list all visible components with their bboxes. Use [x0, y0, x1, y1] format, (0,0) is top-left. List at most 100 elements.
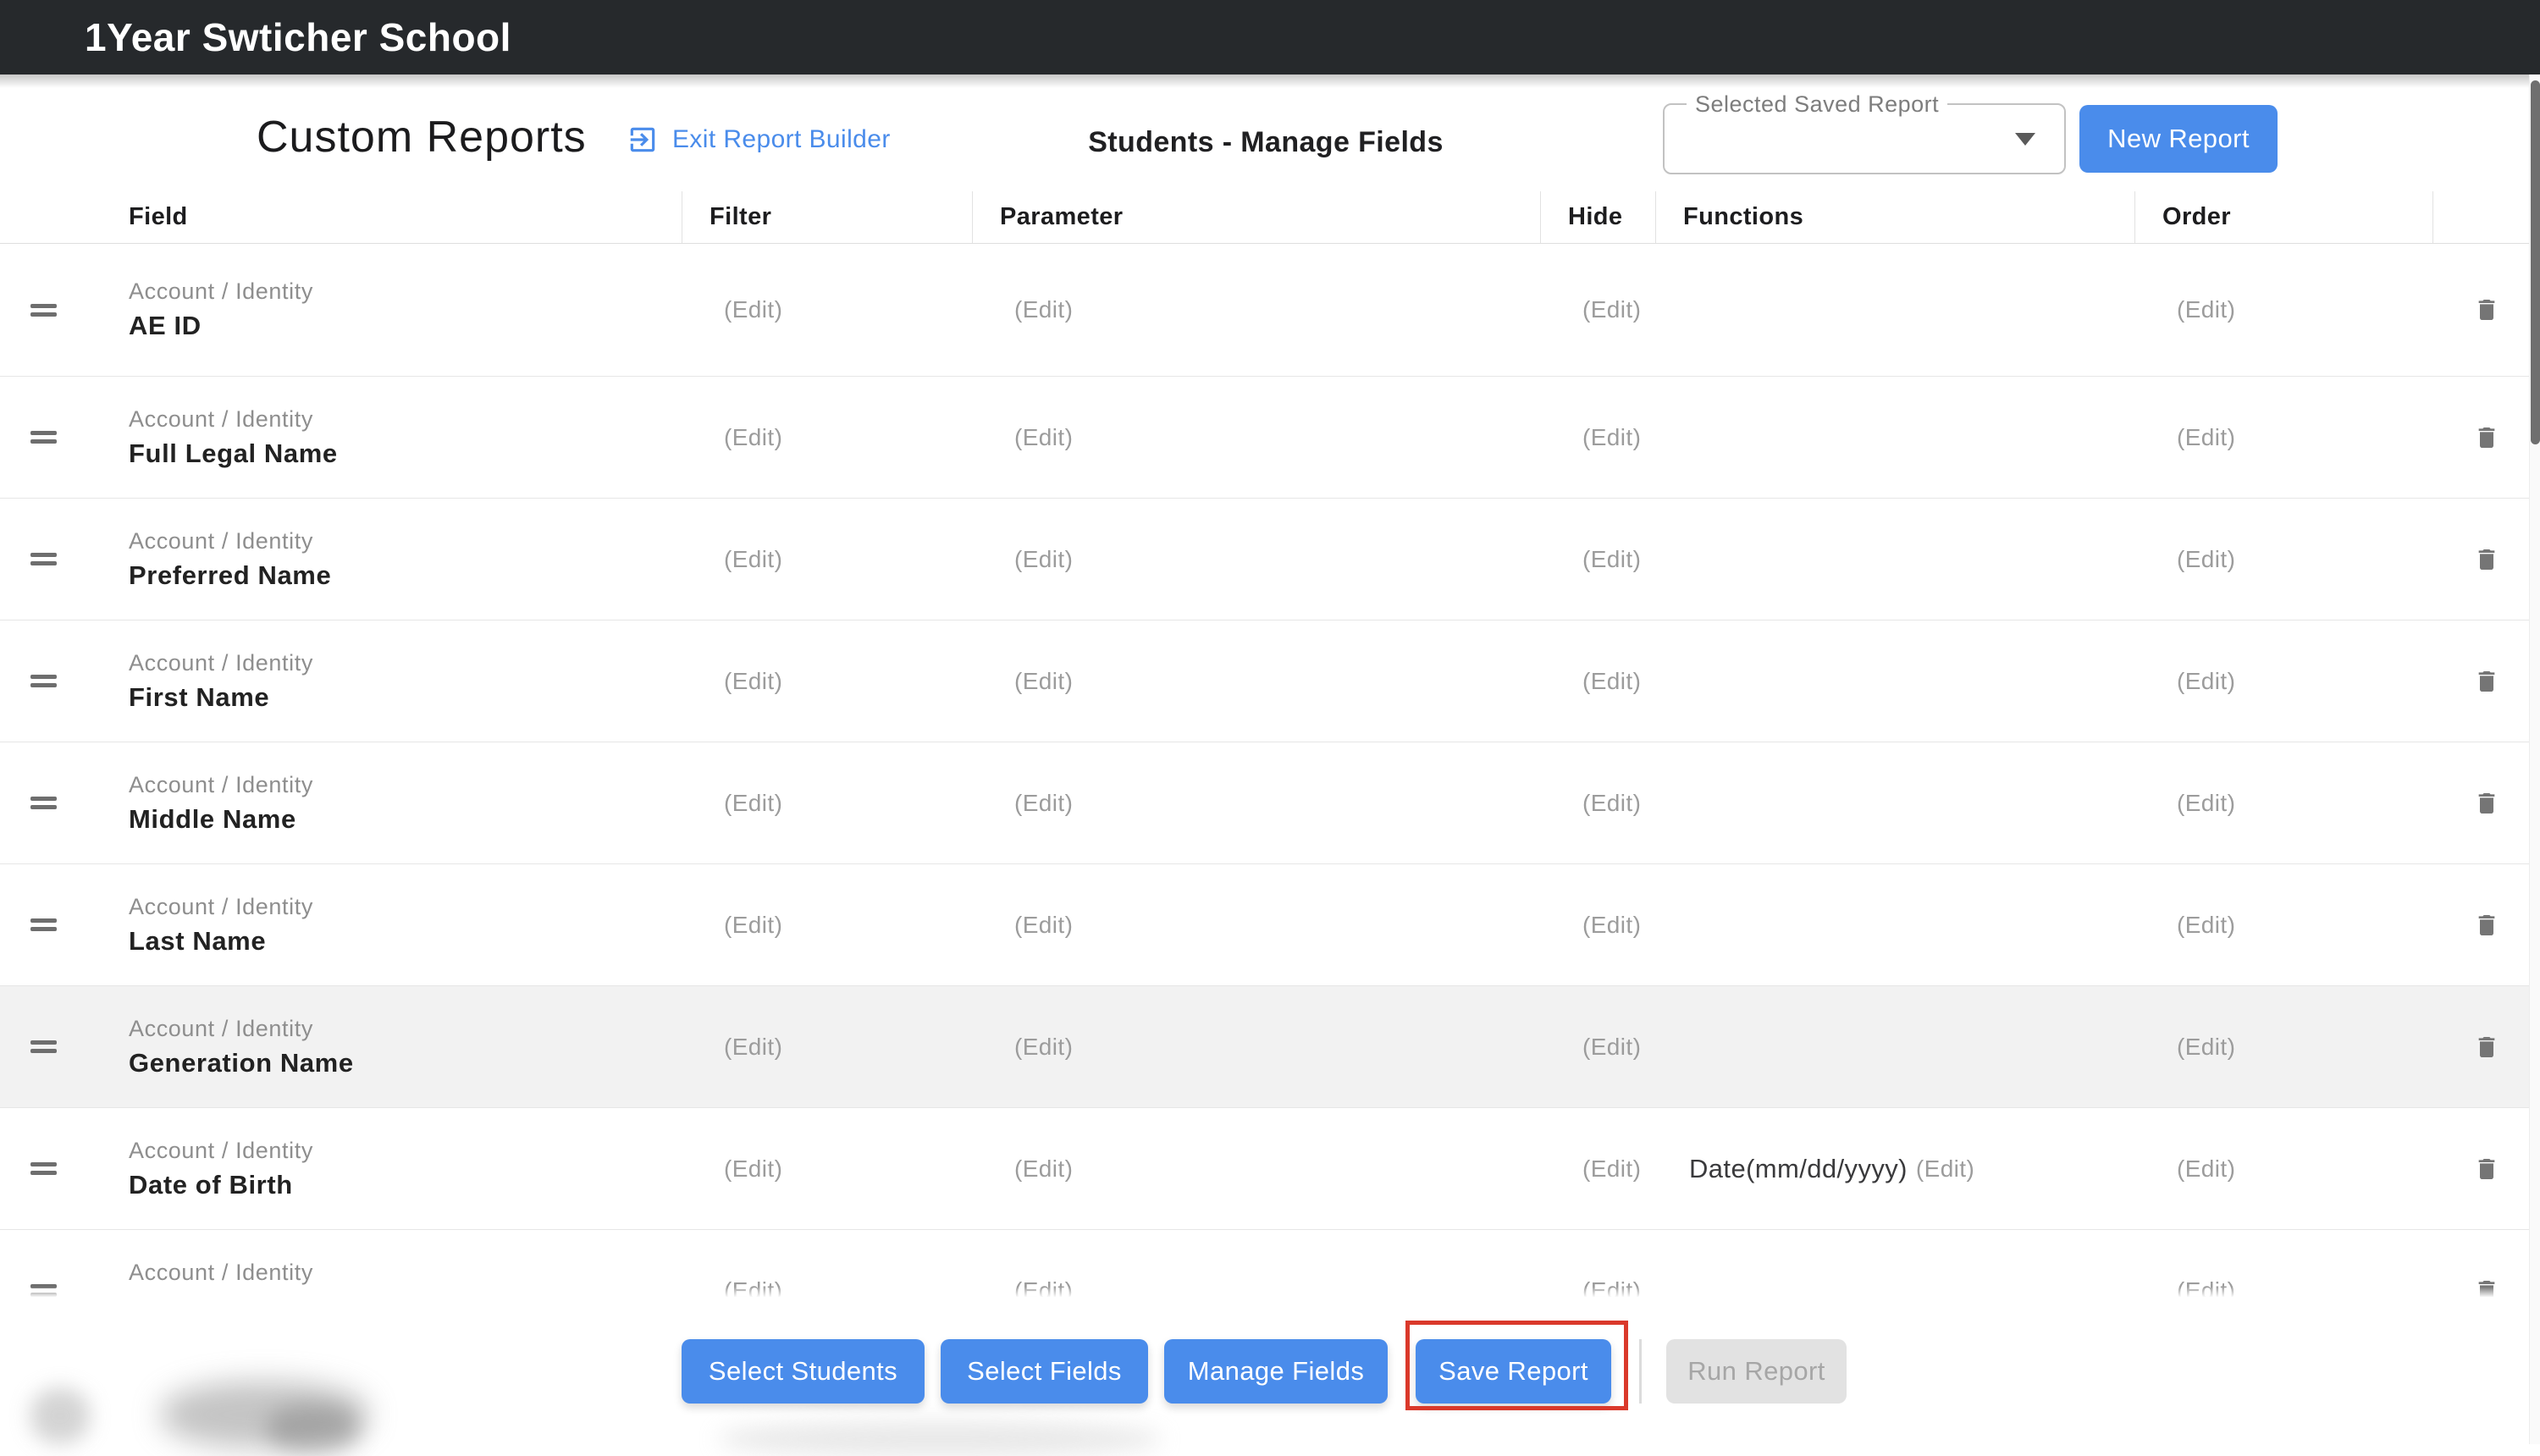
table-row: Account / Identity Generation Name (Edit…: [0, 986, 2540, 1108]
blurred-content: [30, 1388, 90, 1443]
drag-handle[interactable]: [0, 377, 127, 498]
blurred-content: [267, 1405, 360, 1452]
trash-icon: [2478, 670, 2494, 692]
select-fields-button[interactable]: Select Fields: [941, 1339, 1148, 1404]
saved-report-select[interactable]: Selected Saved Report: [1663, 91, 2066, 174]
trash-icon: [2478, 427, 2494, 448]
run-report-button[interactable]: Run Report: [1666, 1339, 1847, 1404]
filter-edit-link[interactable]: (Edit): [724, 423, 783, 450]
functions-cell: (Edit): [1655, 244, 2134, 376]
table-body: Account / Identity AE ID (Edit) (Edit) (…: [0, 244, 2540, 1352]
hide-edit-link[interactable]: (Edit): [1582, 423, 1642, 450]
delete-row-button[interactable]: [2432, 986, 2540, 1107]
parameter-edit-link[interactable]: (Edit): [1014, 667, 1074, 694]
hide-edit-link[interactable]: (Edit): [1582, 296, 1642, 323]
field-name: Preferred Name: [129, 560, 332, 590]
order-edit-link[interactable]: (Edit): [2177, 1155, 2236, 1182]
delete-row-button[interactable]: [2432, 499, 2540, 620]
column-header-spacer: [0, 191, 127, 243]
parameter-edit-link[interactable]: (Edit): [1014, 789, 1074, 816]
delete-row-button[interactable]: [2432, 244, 2540, 376]
hide-edit-link[interactable]: (Edit): [1582, 667, 1642, 694]
order-edit-link[interactable]: (Edit): [2177, 789, 2236, 816]
field-cell: Account / Identity First Name: [127, 620, 682, 742]
filter-edit-link[interactable]: (Edit): [724, 789, 783, 816]
parameter-edit-link[interactable]: (Edit): [1014, 1033, 1074, 1060]
delete-row-button[interactable]: [2432, 1108, 2540, 1229]
filter-edit-link[interactable]: (Edit): [724, 911, 783, 938]
drag-handle-icon: [30, 431, 57, 444]
drag-handle[interactable]: [0, 499, 127, 620]
order-edit-link[interactable]: (Edit): [2177, 545, 2236, 572]
order-edit-link[interactable]: (Edit): [2177, 423, 2236, 450]
drag-handle-icon: [30, 1162, 57, 1175]
drag-handle[interactable]: [0, 244, 127, 376]
table-row: Account / Identity First Name (Edit) (Ed…: [0, 620, 2540, 742]
field-cell: Account / Identity Full Legal Name: [127, 377, 682, 498]
parameter-edit-link[interactable]: (Edit): [1014, 296, 1074, 323]
order-edit-link[interactable]: (Edit): [2177, 296, 2236, 323]
drag-handle[interactable]: [0, 864, 127, 985]
parameter-edit-link[interactable]: (Edit): [1014, 545, 1074, 572]
table-header: Field Filter Parameter Hide Functions Or…: [0, 191, 2540, 244]
function-value: Date(mm/dd/yyyy): [1689, 1153, 1908, 1183]
filter-edit-link[interactable]: (Edit): [724, 296, 783, 323]
trash-icon: [2478, 549, 2494, 570]
field-cell: Account / Identity Last Name: [127, 864, 682, 985]
table-row: Account / Identity Middle Name (Edit) (E…: [0, 742, 2540, 864]
functions-cell: (Edit): [1655, 377, 2134, 498]
column-header-field: Field: [129, 203, 188, 230]
functions-cell: (Edit): [1655, 864, 2134, 985]
trash-icon: [2478, 914, 2494, 935]
order-edit-link[interactable]: (Edit): [2177, 911, 2236, 938]
save-report-button[interactable]: Save Report: [1416, 1339, 1611, 1404]
functions-cell: (Edit): [1655, 499, 2134, 620]
app-title: 1Year Swticher School: [85, 15, 511, 59]
drag-handle[interactable]: [0, 620, 127, 742]
drag-handle[interactable]: [0, 742, 127, 863]
button-divider: [1639, 1339, 1642, 1404]
delete-row-button[interactable]: [2432, 864, 2540, 985]
filter-edit-link[interactable]: (Edit): [724, 545, 783, 572]
delete-row-button[interactable]: [2432, 742, 2540, 863]
drag-handle-icon: [30, 797, 57, 809]
functions-cell: (Edit): [1655, 620, 2134, 742]
filter-edit-link[interactable]: (Edit): [724, 1033, 783, 1060]
drag-handle[interactable]: [0, 1108, 127, 1229]
topbar: 1Year Swticher School: [0, 0, 2540, 74]
delete-row-button[interactable]: [2432, 620, 2540, 742]
field-category: Account / Identity: [129, 405, 313, 432]
scrollbar-thumb[interactable]: [2531, 80, 2540, 444]
parameter-edit-link[interactable]: (Edit): [1014, 911, 1074, 938]
order-edit-link[interactable]: (Edit): [2177, 667, 2236, 694]
column-header-parameter: Parameter: [972, 191, 1540, 243]
parameter-edit-link[interactable]: (Edit): [1014, 1155, 1074, 1182]
page-title: Custom Reports: [257, 113, 587, 162]
scrollbar-track[interactable]: [2529, 74, 2540, 1444]
parameter-edit-link[interactable]: (Edit): [1014, 423, 1074, 450]
hide-edit-link[interactable]: (Edit): [1582, 545, 1642, 572]
exit-report-builder-link[interactable]: Exit Report Builder: [627, 124, 891, 156]
field-name: AE ID: [129, 311, 202, 340]
section-title: Students - Manage Fields: [1088, 126, 1444, 158]
field-category: Account / Identity: [129, 893, 313, 919]
hide-edit-link[interactable]: (Edit): [1582, 1033, 1642, 1060]
functions-cell: (Edit): [1655, 742, 2134, 863]
function-edit-link[interactable]: (Edit): [1915, 1155, 1975, 1182]
hide-edit-link[interactable]: (Edit): [1582, 911, 1642, 938]
filter-edit-link[interactable]: (Edit): [724, 667, 783, 694]
manage-fields-button[interactable]: Manage Fields: [1164, 1339, 1388, 1404]
drag-handle[interactable]: [0, 986, 127, 1107]
functions-cell: (Edit): [1655, 986, 2134, 1107]
blurred-content: [720, 1422, 1160, 1456]
delete-row-button[interactable]: [2432, 377, 2540, 498]
new-report-button[interactable]: New Report: [2079, 105, 2278, 173]
filter-edit-link[interactable]: (Edit): [724, 1155, 783, 1182]
drag-handle-icon: [30, 303, 57, 317]
order-edit-link[interactable]: (Edit): [2177, 1033, 2236, 1060]
hide-edit-link[interactable]: (Edit): [1582, 789, 1642, 816]
select-students-button[interactable]: Select Students: [682, 1339, 925, 1404]
hide-edit-link[interactable]: (Edit): [1582, 1155, 1642, 1182]
column-header-filter: Filter: [682, 191, 972, 243]
field-category: Account / Identity: [129, 1259, 313, 1285]
